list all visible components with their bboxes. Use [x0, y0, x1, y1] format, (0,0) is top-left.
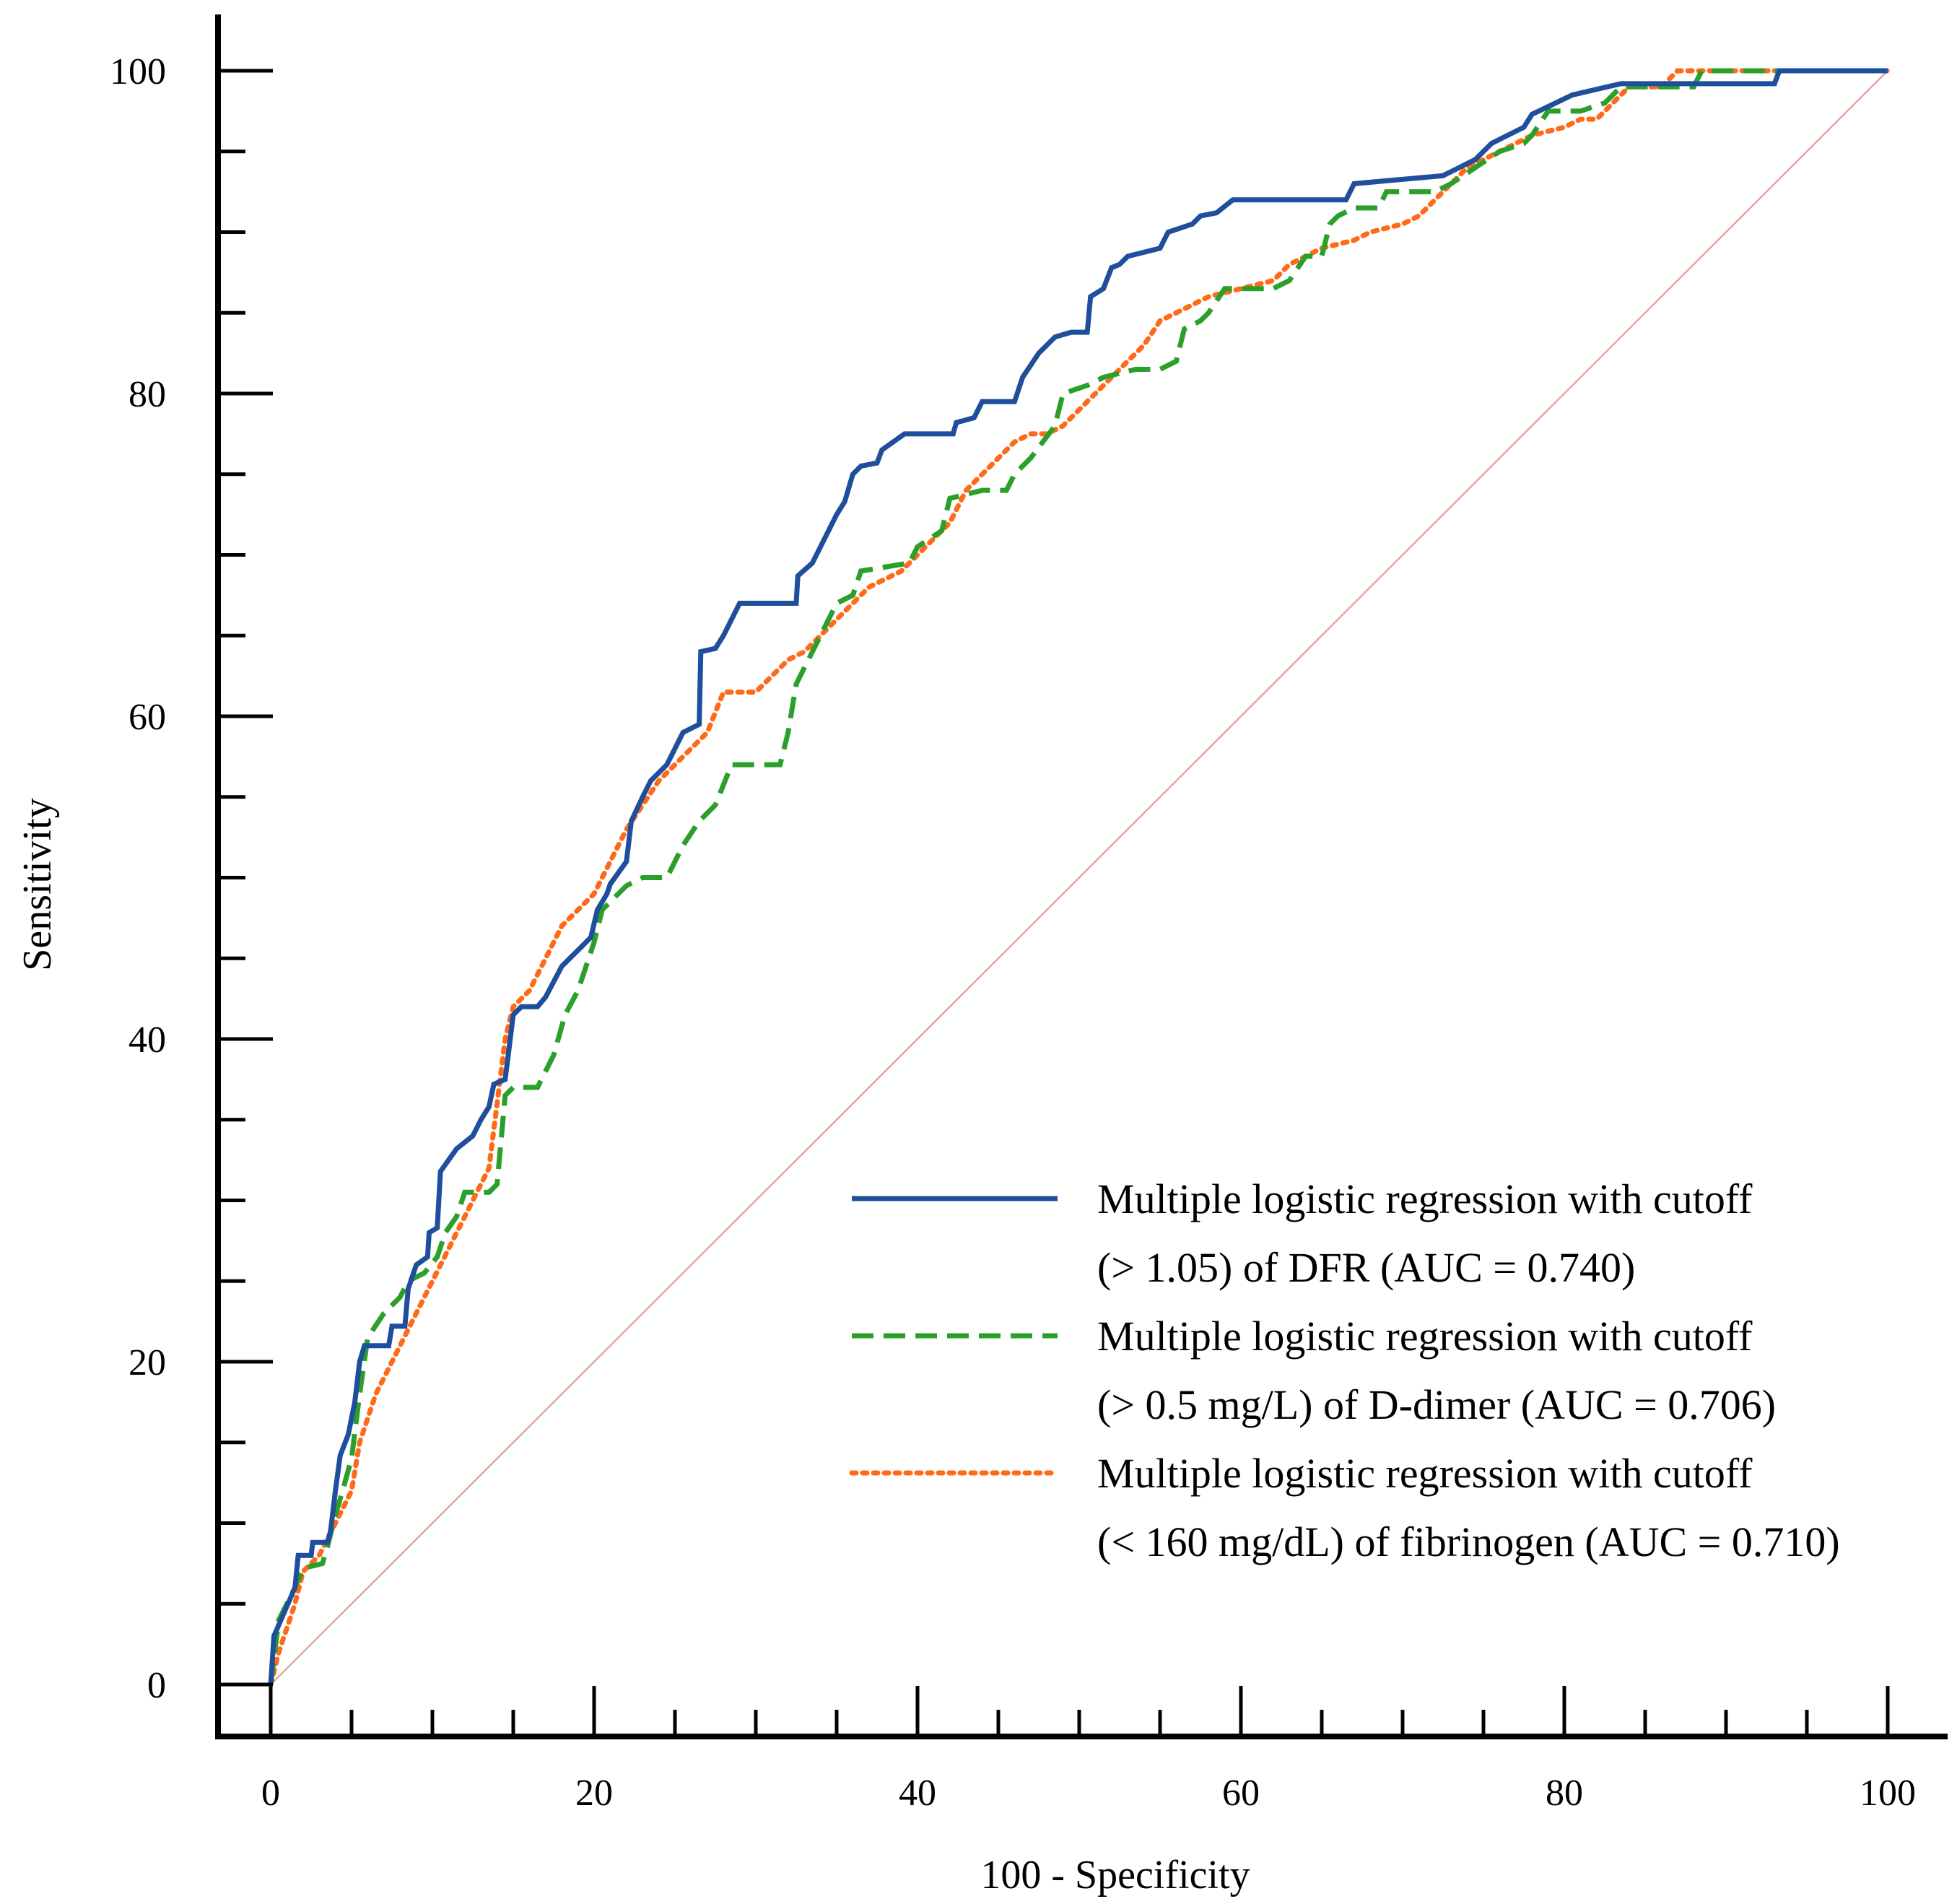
y-tick-label: 40 [128, 1020, 166, 1061]
x-tick-label: 60 [1222, 1773, 1260, 1814]
y-axis-title: Sensitivity [15, 798, 60, 971]
legend-label-fibrinogen: (< 160 mg/dL) of fibrinogen (AUC = 0.710… [1097, 1518, 1840, 1565]
y-tick-label: 60 [128, 697, 166, 738]
x-tick-label: 80 [1546, 1773, 1583, 1814]
reference-diagonal-line [270, 70, 1888, 1685]
legend-label-d-dimer: (> 0.5 mg/L) of D-dimer (AUC = 0.706) [1097, 1381, 1776, 1428]
plot-area [268, 68, 1891, 1687]
legend-label-dfr: Multiple logistic regression with cutoff [1097, 1175, 1753, 1222]
legend: Multiple logistic regression with cutoff… [849, 1175, 1840, 1565]
legend-label-dfr: (> 1.05) of DFR (AUC = 0.740) [1097, 1244, 1635, 1291]
legend-label-d-dimer: Multiple logistic regression with cutoff [1097, 1313, 1753, 1360]
y-tick-label: 80 [128, 374, 166, 415]
x-tick-label: 0 [261, 1773, 280, 1814]
y-tick-label: 0 [147, 1665, 166, 1706]
roc-curve-dfr [268, 68, 1888, 1685]
y-tick-label: 100 [110, 51, 166, 92]
x-tick-label: 100 [1860, 1773, 1916, 1814]
legend-label-fibrinogen: Multiple logistic regression with cutoff [1097, 1450, 1753, 1497]
x-tick-label: 40 [899, 1773, 936, 1814]
y-tick-label: 20 [128, 1342, 166, 1383]
roc-curve-fibrinogen [268, 68, 1891, 1687]
axes: 0 20 40 60 80 100 0 20 40 60 80 100 [110, 14, 1948, 1814]
x-axis-title: 100 - Specificity [980, 1853, 1250, 1898]
x-tick-label: 20 [575, 1773, 613, 1814]
roc-curve-d-dimer [268, 68, 1888, 1685]
